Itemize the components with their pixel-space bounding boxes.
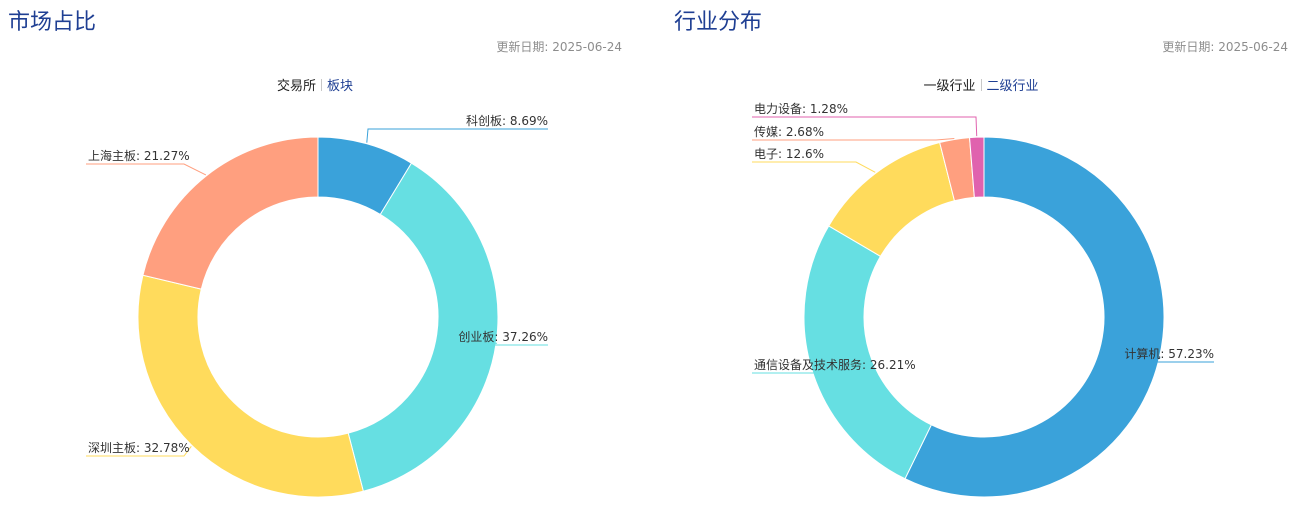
market-data-label-3: 深圳主板: 32.78% (88, 441, 190, 455)
market-leader-line-3 (86, 445, 192, 457)
market-share-title: 市场占比 (8, 10, 97, 35)
market-slice-4[interactable] (142, 136, 319, 290)
industry-update-value: 2025-06-24 (1218, 40, 1288, 54)
market-share-donut-chart: 科创板: 8.69% 创业板: 37.26% 深圳主板: 32.78% 上海主板: 2… (86, 114, 548, 498)
tab-sector[interactable]: 板块 (327, 79, 354, 94)
industry-leader-line-1 (1121, 357, 1214, 363)
industry-data-label-5: 电力设备: 1.28% (754, 102, 848, 116)
market-update-date: 更新日期: 2025-06-24 (496, 38, 622, 55)
market-leader-line-1 (366, 128, 548, 143)
market-data-label-4: 上海主板: 21.27% (88, 148, 190, 163)
industry-data-label-2: 通信设备及技术服务: 26.21% (754, 357, 916, 372)
industry-data-label-3: 电子: 12.6% (754, 147, 824, 161)
industry-slice-1[interactable] (904, 136, 1165, 498)
industry-slice-5[interactable] (969, 136, 985, 198)
tab-divider (321, 79, 322, 91)
industry-leader-line-4 (752, 137, 955, 141)
market-leader-line-2 (455, 342, 548, 346)
industry-leader-line-3 (752, 161, 876, 173)
tab-level2-industry[interactable]: 二级行业 (986, 79, 1039, 94)
market-data-label-1: 科创板: 8.69% (466, 114, 548, 128)
industry-update-label: 更新日期: (1162, 40, 1215, 54)
tab-exchange[interactable]: 交易所 (276, 79, 316, 94)
tab-divider (980, 79, 982, 91)
market-update-label: 更新日期: (496, 40, 549, 54)
industry-donut-chart: 计算机: 57.23% 通信设备及技术服务: 26.21% 电子: 12.6% 传媒:… (752, 102, 1214, 498)
market-leader-line-4 (86, 163, 207, 176)
market-update-value: 2025-06-24 (552, 40, 622, 54)
industry-panel: 行业分布 更新日期: 2025-06-24 一级行业 二级行业 计算机: 57.2… (666, 0, 1296, 512)
industry-tab-bar: 一级行业 二级行业 (666, 75, 1296, 94)
industry-title: 行业分布 (674, 10, 763, 35)
industry-slice-2[interactable] (803, 225, 933, 480)
industry-leader-line-5 (752, 116, 978, 137)
tab-level1-industry[interactable]: 一级行业 (923, 79, 976, 94)
industry-data-label-1: 计算机: 57.23% (1124, 346, 1214, 361)
market-tab-bar: 交易所 板块 (0, 75, 630, 94)
industry-data-label-4: 传媒: 2.68% (754, 124, 824, 139)
market-share-panel: 市场占比 更新日期: 2025-06-24 交易所 板块 科创板: 8.69% 创业… (0, 0, 630, 512)
industry-leader-line-2 (752, 368, 837, 374)
market-data-label-2: 创业板: 37.26% (458, 330, 548, 344)
market-slice-3[interactable] (137, 274, 364, 498)
market-slice-2[interactable] (347, 162, 499, 492)
industry-update-date: 更新日期: 2025-06-24 (1162, 38, 1288, 55)
